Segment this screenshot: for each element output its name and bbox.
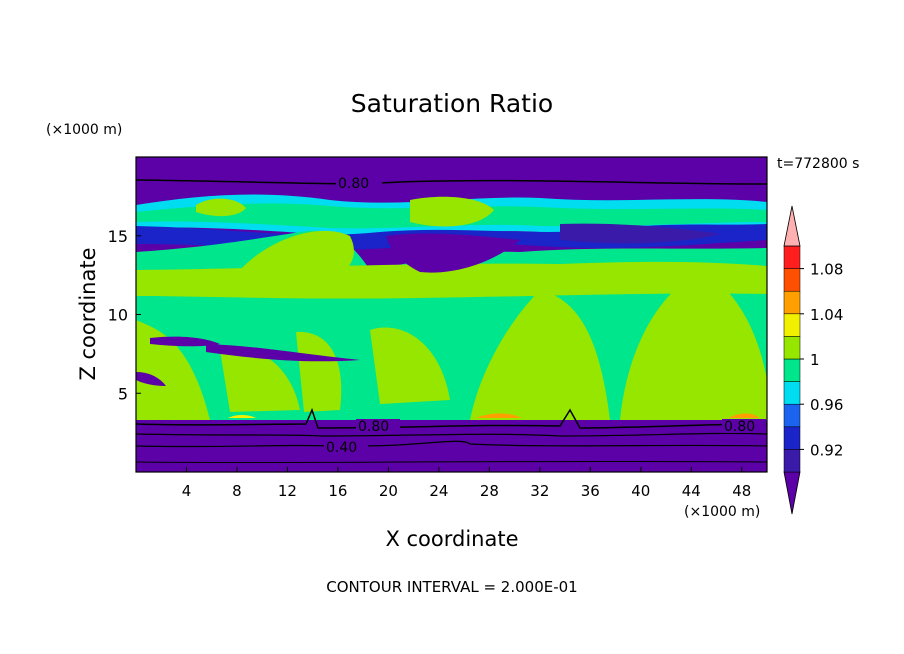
colorbar-bin xyxy=(783,403,801,428)
x-tick-label: 44 xyxy=(682,482,701,500)
y-axis-label: Z coordinate xyxy=(76,247,100,380)
x-tick-label: 32 xyxy=(530,482,549,500)
colorbar-bin xyxy=(783,313,801,337)
colorbar-tick-label: 1.08 xyxy=(810,261,843,279)
x-tick-label: 28 xyxy=(480,482,499,500)
x-tick-label: 24 xyxy=(429,482,448,500)
colorbar-bin xyxy=(783,358,801,382)
contour-label: 0.40 xyxy=(326,440,357,456)
colorbar-tick-label: 1 xyxy=(810,351,820,369)
x-tick-label: 12 xyxy=(278,482,297,500)
x-tick-label: 8 xyxy=(232,482,242,500)
x-tick-label: 20 xyxy=(379,482,398,500)
x-axis-label: X coordinate xyxy=(385,527,518,551)
colorbar-tick-label: 1.04 xyxy=(810,306,843,324)
time-label: t=772800 s xyxy=(777,156,859,172)
colorbar-bin xyxy=(783,449,801,473)
colorbar-bin xyxy=(783,290,801,315)
y-tick-label: 5 xyxy=(118,384,128,403)
x-unit-label: (×1000 m) xyxy=(684,504,760,520)
contour-interval-footer: CONTOUR INTERVAL = 2.000E-01 xyxy=(326,578,577,596)
chart-title: Saturation Ratio xyxy=(351,89,553,118)
contour-label: 0.80 xyxy=(338,176,369,192)
colorbar-bin xyxy=(783,336,801,360)
x-tick-label: 4 xyxy=(182,482,192,500)
x-tick-label: 36 xyxy=(581,482,600,500)
y-tick-label: 15 xyxy=(108,227,128,246)
contour-label: 0.80 xyxy=(724,419,755,435)
y-unit-label: (×1000 m) xyxy=(46,122,122,138)
x-axis-ticks: 4 8 12 16 20 24 28 32 36 40 44 48 xyxy=(182,467,751,500)
saturation-field: 0.80 0.80 0.80 0.40 xyxy=(136,157,767,472)
colorbar: 1.08 1.04 1 0.96 0.92 xyxy=(783,205,843,515)
colorbar-bin xyxy=(783,245,801,269)
x-tick-label: 40 xyxy=(631,482,650,500)
colorbar-tick-label: 0.92 xyxy=(810,441,843,459)
y-axis-ticks: 5 10 15 xyxy=(108,227,141,403)
x-tick-label: 16 xyxy=(328,482,347,500)
x-tick-label: 48 xyxy=(732,482,751,500)
colorbar-tick-label: 0.96 xyxy=(810,396,843,414)
colorbar-bin xyxy=(783,426,801,450)
colorbar-bin xyxy=(783,381,801,405)
colorbar-min-triangle xyxy=(783,471,801,515)
y-tick-label: 10 xyxy=(108,306,128,325)
contour-label: 0.80 xyxy=(358,419,389,435)
colorbar-bin xyxy=(783,268,801,292)
colorbar-max-triangle xyxy=(783,205,801,247)
